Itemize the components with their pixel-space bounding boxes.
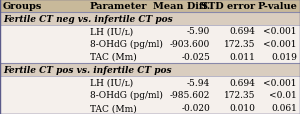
Text: -903.600: -903.600 — [170, 40, 210, 49]
Bar — [0, 101, 300, 114]
Text: 0.061: 0.061 — [271, 103, 297, 112]
Text: Groups: Groups — [3, 2, 42, 11]
Bar — [0, 63, 300, 76]
Text: -985.602: -985.602 — [169, 91, 210, 99]
Bar — [0, 38, 300, 51]
Text: -5.90: -5.90 — [187, 27, 210, 36]
Text: Fertile CT neg vs. infertile CT pos: Fertile CT neg vs. infertile CT pos — [3, 15, 173, 23]
Text: STD error: STD error — [201, 2, 255, 11]
Text: 0.694: 0.694 — [229, 78, 255, 87]
Bar — [0, 89, 300, 101]
Text: 0.010: 0.010 — [229, 103, 255, 112]
Bar — [0, 51, 300, 63]
Text: 8-OHdG (pg/ml): 8-OHdG (pg/ml) — [90, 91, 163, 100]
Text: LH (ΙU/ʟ): LH (ΙU/ʟ) — [90, 78, 133, 87]
Text: 172.35: 172.35 — [224, 91, 255, 99]
Text: Fertile CT pos vs. infertile CT pos: Fertile CT pos vs. infertile CT pos — [3, 65, 172, 74]
Text: 0.019: 0.019 — [271, 53, 297, 61]
Text: 0.694: 0.694 — [229, 27, 255, 36]
Text: -5.94: -5.94 — [187, 78, 210, 87]
Text: TAC (Μm): TAC (Μm) — [90, 53, 137, 61]
Text: TAC (Μm): TAC (Μm) — [90, 103, 137, 112]
Bar — [0, 25, 300, 38]
Text: 172.35: 172.35 — [224, 40, 255, 49]
Text: 8-OHdG (pg/ml): 8-OHdG (pg/ml) — [90, 40, 163, 49]
Text: 0.011: 0.011 — [229, 53, 255, 61]
Text: Mean Diff.: Mean Diff. — [153, 2, 210, 11]
Text: Parameter: Parameter — [90, 2, 148, 11]
Text: <0.001: <0.001 — [263, 78, 297, 87]
Text: <0.01: <0.01 — [269, 91, 297, 99]
Bar — [0, 0, 300, 13]
Bar — [0, 76, 300, 89]
Text: LH (ΙU/ʟ): LH (ΙU/ʟ) — [90, 27, 133, 36]
Bar — [0, 13, 300, 25]
Text: -0.020: -0.020 — [181, 103, 210, 112]
Text: <0.001: <0.001 — [263, 40, 297, 49]
Text: <0.001: <0.001 — [263, 27, 297, 36]
Text: -0.025: -0.025 — [181, 53, 210, 61]
Text: P-value: P-value — [257, 2, 297, 11]
